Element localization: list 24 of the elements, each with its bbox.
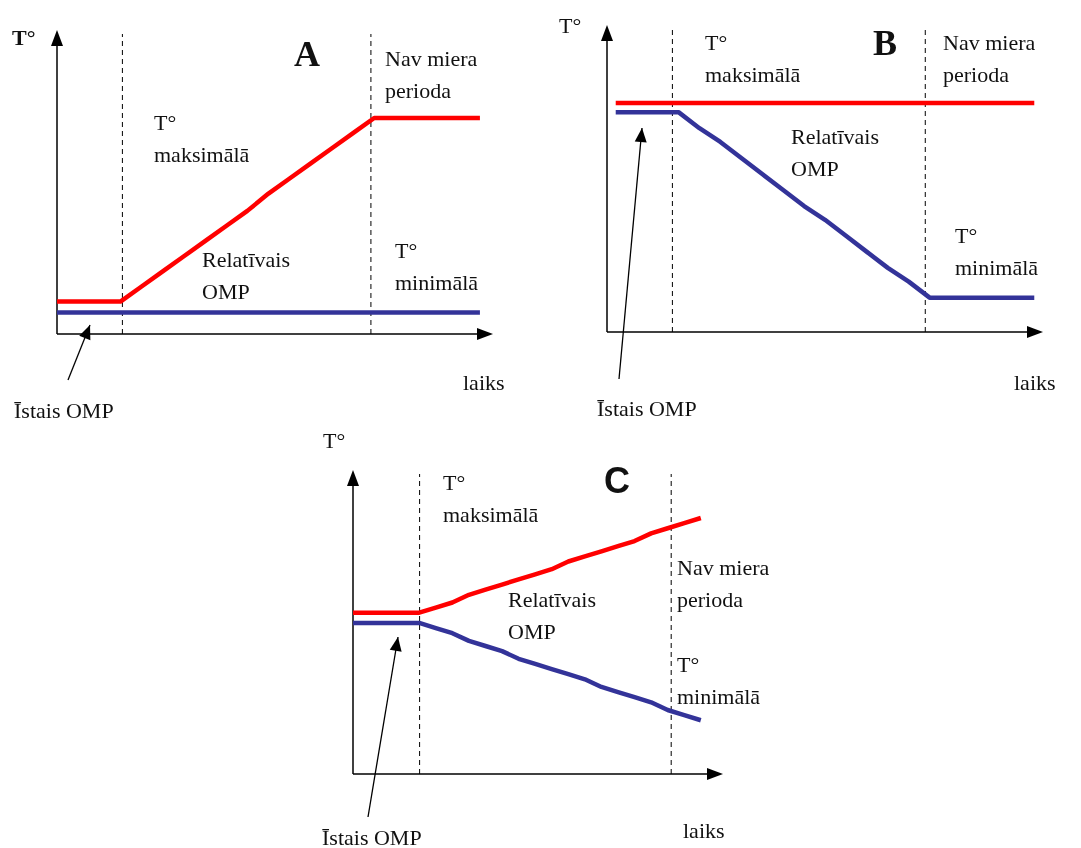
- y-axis-title: T°: [323, 428, 346, 453]
- annotation: Nav miera perioda: [677, 555, 770, 612]
- chart-title: A: [294, 34, 320, 74]
- x-axis-title: laiks: [463, 370, 505, 395]
- text: Īstais OMP: [322, 825, 422, 848]
- chart-title: C: [604, 460, 630, 501]
- series-label: T° minimālā: [955, 223, 1039, 280]
- x-axis-title: laiks: [1014, 370, 1056, 395]
- series-label: T° maksimālā: [443, 470, 539, 527]
- y-axis-title: T°: [559, 13, 582, 38]
- annotation: Relatīvais OMP: [202, 247, 290, 304]
- x-axis-title: laiks: [683, 818, 725, 843]
- text: Īstais OMP: [14, 398, 114, 423]
- series-label: T° minimālā: [395, 238, 479, 295]
- chart-title: B: [872, 23, 898, 63]
- series-label: T° maksimālā: [705, 30, 801, 87]
- text: Nav miera perioda: [385, 46, 478, 103]
- series-label: T° minimālā: [677, 652, 761, 709]
- annotation: Relatīvais OMP: [791, 124, 879, 181]
- annotation: Relatīvais OMP: [508, 587, 596, 644]
- text: Īstais OMP: [597, 396, 697, 421]
- y-axis-title: T°: [12, 25, 36, 50]
- series-label: T° maksimālā: [154, 110, 250, 167]
- text: Nav miera perioda: [943, 30, 1036, 87]
